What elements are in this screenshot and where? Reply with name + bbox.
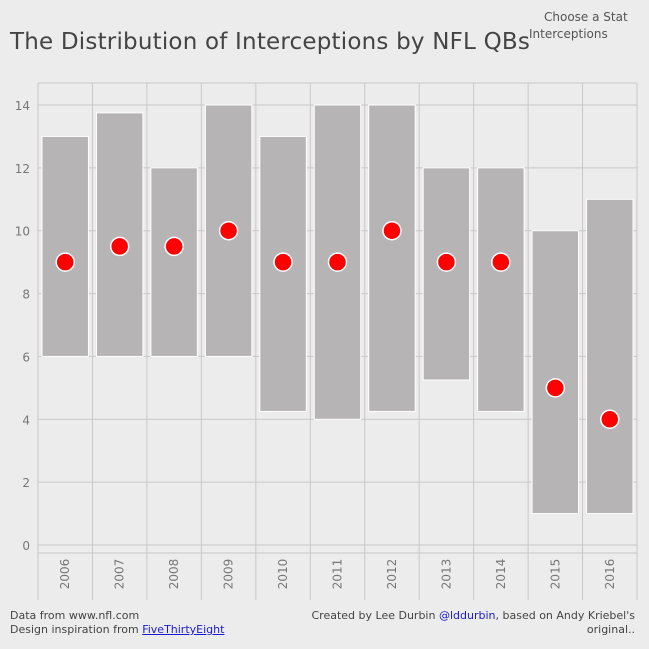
- range-bar[interactable]: [586, 198, 634, 515]
- x-tick-label: 2008: [167, 559, 181, 590]
- y-tick-label: 4: [22, 413, 30, 427]
- median-dot[interactable]: [109, 236, 130, 257]
- median-dot[interactable]: [327, 252, 348, 272]
- median-dot[interactable]: [55, 252, 75, 272]
- median-dot[interactable]: [545, 378, 566, 398]
- median-dot[interactable]: [273, 252, 293, 272]
- footer-credits-right: Created by Lee Durbin @lddurbin, based o…: [312, 609, 636, 637]
- fivethirtyeight-link[interactable]: FiveThirtyEight: [142, 623, 225, 636]
- range-bar[interactable]: [259, 135, 307, 412]
- range-bar[interactable]: [150, 167, 198, 357]
- x-tick-label: 2009: [222, 559, 236, 590]
- range-bar[interactable]: [368, 104, 416, 412]
- x-tick-label: 2013: [439, 559, 453, 590]
- footer-creator-prefix: Created by Lee Durbin: [311, 609, 439, 622]
- range-bar[interactable]: [531, 230, 580, 515]
- footer-creator-line: Created by Lee Durbin @lddurbin, based o…: [312, 609, 636, 623]
- x-tick-label: 2014: [494, 559, 508, 590]
- x-tick-label: 2012: [385, 559, 399, 590]
- y-tick-label: 10: [15, 225, 30, 239]
- x-tick-label: 2007: [113, 559, 127, 590]
- range-bar[interactable]: [95, 112, 144, 357]
- range-bar[interactable]: [41, 135, 89, 357]
- chart: 0 2 4 6 8 10 12 14 2006 2007 2008 2009 2010 2011 2012 2…: [15, 82, 638, 600]
- stat-selector[interactable]: Choose a Stat Interceptions: [529, 10, 644, 42]
- median-dot[interactable]: [382, 220, 402, 241]
- footer-design-prefix: Design inspiration from: [10, 623, 143, 636]
- x-tick-label: 2006: [58, 559, 72, 590]
- y-tick-label: 8: [22, 288, 30, 302]
- chart-title: The Distribution of Interceptions by NFL…: [10, 29, 531, 55]
- footer-credits-left: Data from www.nfl.com Design inspiration…: [10, 609, 224, 637]
- x-tick-label: 2010: [276, 559, 290, 590]
- stat-selector-label: Choose a Stat: [544, 10, 628, 24]
- footer-design-inspiration: Design inspiration from FiveThirtyEight: [10, 623, 224, 637]
- x-tick-label: 2011: [331, 559, 345, 590]
- range-bar[interactable]: [477, 167, 525, 412]
- footer-data-source: Data from www.nfl.com: [10, 609, 140, 622]
- y-tick-label: 2: [22, 476, 30, 490]
- stat-selector-value[interactable]: Interceptions: [529, 27, 608, 41]
- x-tick-label: 2015: [548, 559, 562, 590]
- range-bar[interactable]: [313, 104, 362, 420]
- footer-creator-suffix: , based on Andy Kriebel's: [495, 609, 636, 622]
- median-dot[interactable]: [491, 252, 511, 272]
- median-dot[interactable]: [436, 252, 457, 272]
- footer-original-line: original..: [586, 623, 635, 636]
- y-tick-label: 0: [22, 539, 30, 553]
- y-tick-label: 12: [15, 162, 30, 176]
- y-tick-label: 6: [22, 350, 30, 364]
- x-tick-label: 2016: [603, 559, 617, 590]
- range-bar[interactable]: [422, 167, 471, 381]
- median-dot[interactable]: [600, 409, 620, 430]
- median-dot[interactable]: [164, 236, 184, 257]
- median-dot[interactable]: [218, 220, 239, 241]
- twitter-handle-link[interactable]: @lddurbin: [438, 609, 496, 622]
- y-tick-label: 14: [15, 99, 30, 113]
